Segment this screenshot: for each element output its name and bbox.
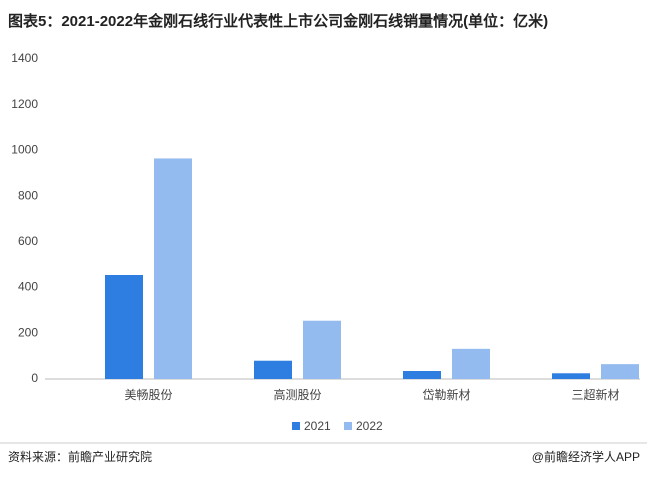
y-tick-label: 1000 [11, 143, 38, 157]
legend-swatch [292, 422, 300, 430]
bar [105, 275, 143, 379]
bar [303, 320, 341, 379]
y-tick-label: 1400 [11, 51, 38, 65]
y-tick-label: 400 [18, 280, 38, 294]
credit: @前瞻经济学人APP [532, 449, 640, 464]
x-tick-label: 三超新材 [571, 387, 619, 402]
bar [601, 364, 639, 379]
legend-swatch [344, 422, 352, 430]
source: 资料来源：前瞻产业研究院 [8, 449, 152, 464]
bar [452, 348, 490, 379]
bar [403, 371, 441, 379]
bar [154, 158, 192, 379]
x-tick-label: 美畅股份 [124, 388, 172, 402]
y-tick-label: 600 [18, 234, 38, 248]
bar [254, 360, 292, 379]
x-tick-label: 高测股份 [273, 387, 321, 402]
legend-label: 2021 [304, 419, 331, 433]
x-tick-label: 岱勒新材 [422, 387, 470, 402]
bar [552, 373, 590, 379]
y-tick-label: 1200 [11, 97, 38, 111]
legend-label: 2022 [356, 419, 383, 433]
y-tick-label: 0 [31, 371, 38, 385]
y-tick-label: 800 [18, 188, 38, 202]
y-tick-label: 200 [18, 325, 38, 339]
chart-title: 图表5：2021-2022年金刚石线行业代表性上市公司金刚石线销量情况(单位：亿… [8, 12, 548, 30]
